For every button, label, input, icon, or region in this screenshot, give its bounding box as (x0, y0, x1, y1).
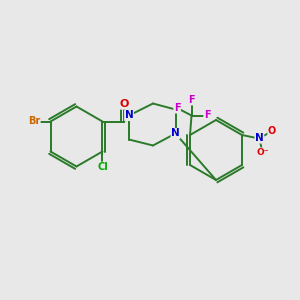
Text: O: O (268, 126, 276, 136)
Text: N: N (255, 133, 264, 143)
Text: O: O (119, 99, 129, 109)
Text: Br: Br (28, 116, 40, 127)
Text: O⁻: O⁻ (256, 148, 268, 157)
Text: N: N (124, 110, 134, 121)
Text: F: F (174, 103, 180, 113)
Text: Cl: Cl (97, 162, 108, 172)
Text: N: N (171, 128, 180, 139)
Text: F: F (188, 95, 195, 105)
Text: F: F (204, 110, 210, 121)
